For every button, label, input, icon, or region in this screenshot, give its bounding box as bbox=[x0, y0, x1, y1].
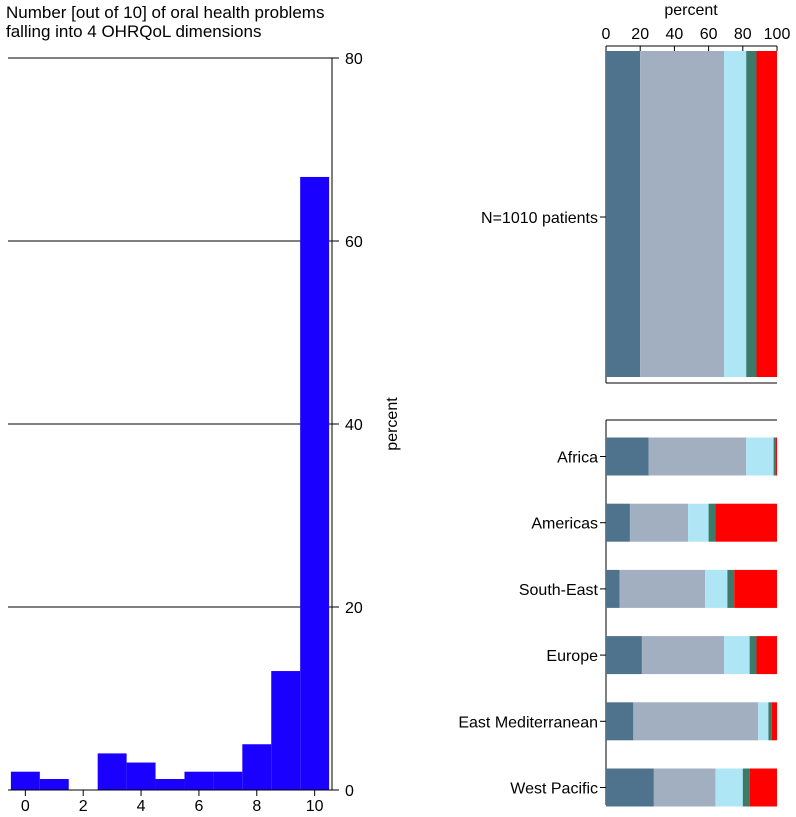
overall-bar-segment-2 bbox=[640, 51, 724, 377]
histogram-x-tick-label: 8 bbox=[252, 798, 261, 815]
region-bar-1-segment-3 bbox=[746, 437, 774, 476]
histogram-x-tick-label: 0 bbox=[21, 798, 30, 815]
histogram-bar-10 bbox=[300, 176, 330, 790]
histogram-bar-8 bbox=[242, 744, 272, 790]
region-bar-2-segment-4 bbox=[708, 503, 716, 542]
stacked-axes: 0 20 40 60 80 100 N=1010 patients Africa America… bbox=[458, 26, 790, 805]
region-bar-6-segment-4 bbox=[742, 768, 750, 807]
histogram-bar-1 bbox=[39, 779, 69, 790]
histogram-gridlines bbox=[8, 57, 332, 608]
region-bar-5-segment-5 bbox=[771, 702, 777, 741]
stacked-x-tick-label: 80 bbox=[734, 26, 752, 43]
region-category-label: East Mediterranean bbox=[458, 714, 598, 731]
histogram-y-tick-label: 20 bbox=[345, 600, 363, 617]
histogram-bar-5 bbox=[155, 779, 185, 790]
region-bar-5-segment-4 bbox=[768, 702, 772, 741]
region-bar-1-segment-4 bbox=[773, 437, 776, 476]
region-bar-6-segment-3 bbox=[715, 768, 743, 807]
region-category-label: South-East bbox=[519, 582, 599, 599]
histogram-y-axis-label: percent bbox=[384, 397, 401, 451]
region-bar-4-segment-4 bbox=[749, 636, 757, 675]
histogram-x-tick-label: 10 bbox=[306, 798, 324, 815]
overall-bar-segment-1 bbox=[606, 51, 641, 377]
region-bar-1-segment-1 bbox=[606, 437, 649, 476]
region-bar-6-segment-2 bbox=[653, 768, 716, 807]
region-bar-2-segment-1 bbox=[606, 503, 630, 542]
region-bar-4-segment-1 bbox=[606, 636, 642, 675]
region-bar-2-segment-2 bbox=[629, 503, 689, 542]
region-category-label: West Pacific bbox=[510, 781, 598, 798]
stacked-x-tick-label: 20 bbox=[631, 26, 649, 43]
overall-bar-segment-4 bbox=[746, 51, 757, 377]
histogram-y-tick-label: 40 bbox=[345, 417, 363, 434]
histogram-bars bbox=[10, 176, 330, 790]
region-bar-6-segment-5 bbox=[749, 768, 777, 807]
region-bar-3-segment-4 bbox=[727, 569, 735, 608]
region-category-label: Americas bbox=[531, 516, 598, 533]
region-bar-4-segment-2 bbox=[641, 636, 724, 675]
histogram-axes: 0 20 40 60 80 0 2 4 6 8 10 bbox=[8, 51, 363, 815]
histogram-bar-4 bbox=[126, 762, 156, 790]
region-category-label: Africa bbox=[557, 450, 598, 467]
region-bar-1-segment-2 bbox=[648, 437, 747, 476]
region-category-label: Europe bbox=[546, 648, 598, 665]
stacked-bars bbox=[606, 51, 777, 807]
histogram-title-line-1: Number [out of 10] of oral health proble… bbox=[6, 3, 324, 22]
histogram-x-tick-label: 6 bbox=[194, 798, 203, 815]
region-bar-5-segment-2 bbox=[633, 702, 759, 741]
region-bar-4-segment-3 bbox=[723, 636, 750, 675]
region-bar-4-segment-5 bbox=[756, 636, 777, 675]
region-bar-5-segment-3 bbox=[758, 702, 769, 741]
stacked-x-tick-label: 0 bbox=[602, 26, 611, 43]
histogram-y-tick-label: 60 bbox=[345, 234, 363, 251]
stacked-x-tick-label: 100 bbox=[764, 26, 791, 43]
histogram-y-tick-label: 80 bbox=[345, 51, 363, 68]
histogram-y-tick-label: 0 bbox=[345, 783, 354, 800]
histogram-x-tick-label: 2 bbox=[79, 798, 88, 815]
region-bar-6-segment-1 bbox=[606, 768, 654, 807]
region-bar-3-segment-3 bbox=[705, 569, 728, 608]
region-bar-2-segment-3 bbox=[688, 503, 709, 542]
region-bar-5-segment-1 bbox=[606, 702, 634, 741]
stacked-x-axis-label: percent bbox=[664, 2, 718, 19]
histogram-title-line-2: falling into 4 OHRQoL dimensions bbox=[6, 22, 261, 41]
histogram-bar-6 bbox=[184, 771, 214, 790]
region-bar-1-segment-5 bbox=[775, 437, 777, 476]
histogram-bar-3 bbox=[97, 753, 127, 790]
histogram-bar-7 bbox=[213, 771, 243, 790]
overall-bar-segment-3 bbox=[723, 51, 747, 377]
histogram-bar-0 bbox=[10, 771, 40, 790]
overall-bar-segment-5 bbox=[756, 51, 777, 377]
region-bar-2-segment-5 bbox=[715, 503, 777, 542]
histogram-x-tick-label: 4 bbox=[137, 798, 146, 815]
region-bar-3-segment-1 bbox=[606, 569, 620, 608]
stacked-x-tick-label: 40 bbox=[666, 26, 684, 43]
region-bar-3-segment-2 bbox=[619, 569, 706, 608]
overall-category-label: N=1010 patients bbox=[481, 210, 598, 227]
histogram-bar-9 bbox=[271, 671, 301, 790]
stacked-x-tick-label: 60 bbox=[700, 26, 718, 43]
region-bar-3-segment-5 bbox=[734, 569, 777, 608]
